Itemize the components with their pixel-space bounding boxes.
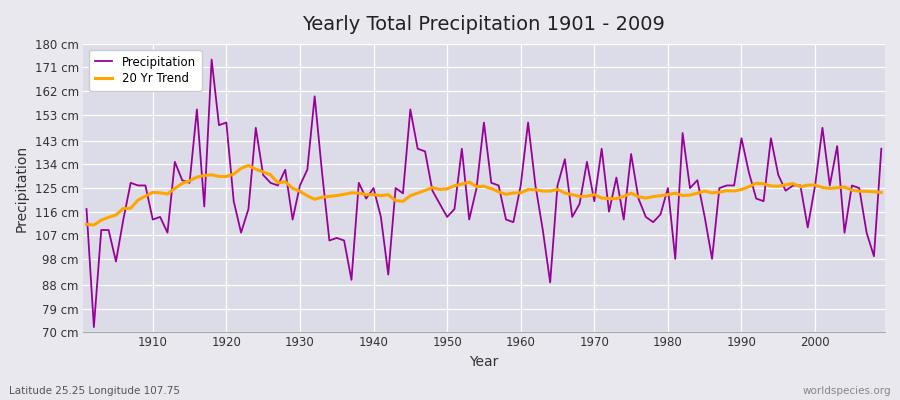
Text: worldspecies.org: worldspecies.org xyxy=(803,386,891,396)
Y-axis label: Precipitation: Precipitation xyxy=(15,144,29,232)
X-axis label: Year: Year xyxy=(469,355,499,369)
20 Yr Trend xyxy=(148,190,158,195)
Precipitation xyxy=(206,57,217,62)
Precipitation xyxy=(876,146,886,151)
20 Yr Trend xyxy=(876,190,886,195)
Precipitation xyxy=(361,196,372,201)
20 Yr Trend xyxy=(530,187,541,192)
Line: 20 Yr Trend: 20 Yr Trend xyxy=(86,166,881,225)
Precipitation xyxy=(81,207,92,212)
20 Yr Trend xyxy=(317,195,328,200)
Precipitation xyxy=(317,170,328,175)
20 Yr Trend xyxy=(361,192,372,197)
Text: Latitude 25.25 Longitude 107.75: Latitude 25.25 Longitude 107.75 xyxy=(9,386,180,396)
Precipitation xyxy=(618,217,629,222)
20 Yr Trend xyxy=(618,194,629,199)
20 Yr Trend xyxy=(243,163,254,168)
20 Yr Trend xyxy=(81,222,92,227)
Precipitation xyxy=(88,325,99,330)
Legend: Precipitation, 20 Yr Trend: Precipitation, 20 Yr Trend xyxy=(89,50,202,91)
Title: Yearly Total Precipitation 1901 - 2009: Yearly Total Precipitation 1901 - 2009 xyxy=(302,15,665,34)
20 Yr Trend xyxy=(88,223,99,228)
Precipitation xyxy=(148,217,158,222)
20 Yr Trend xyxy=(523,187,534,192)
Line: Precipitation: Precipitation xyxy=(86,60,881,327)
Precipitation xyxy=(523,120,534,125)
Precipitation xyxy=(530,183,541,188)
